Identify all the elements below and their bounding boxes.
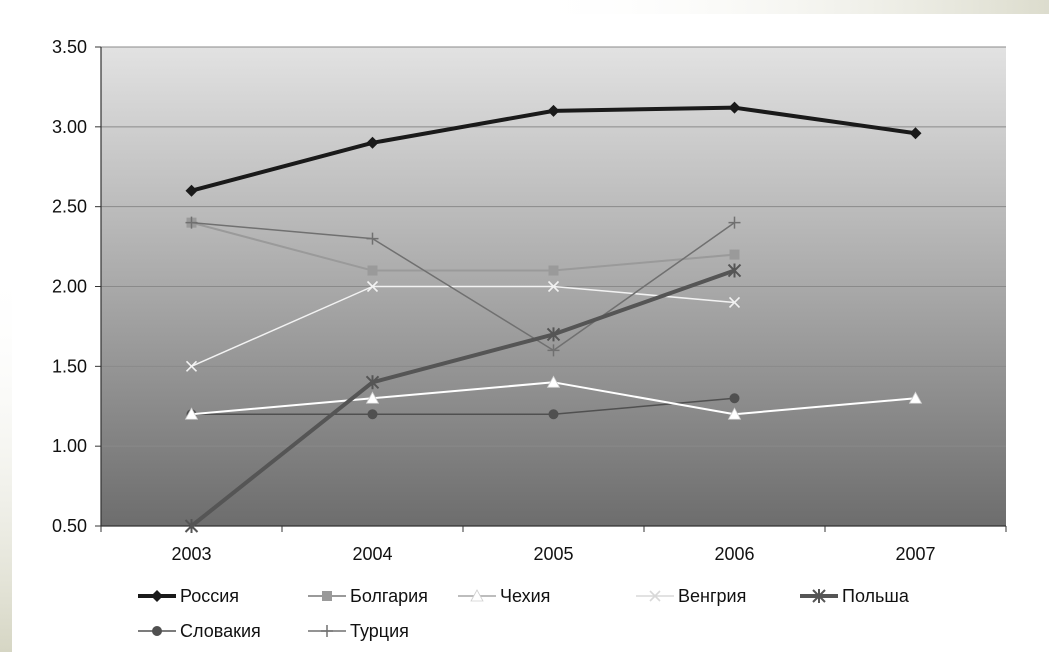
series-6-point: [729, 393, 740, 404]
y-tick-labels: 0.50 1.00 1.50 2.00 2.50 3.00 3.50: [52, 37, 101, 536]
series-5-point: [184, 519, 199, 533]
series-2-point: [367, 265, 378, 276]
series-6-point: [367, 409, 378, 420]
x-tick-label: 2006: [714, 544, 754, 564]
legend-item: Болгария: [308, 586, 428, 606]
legend-item: Польша: [800, 586, 910, 606]
series-4-point: [728, 296, 741, 309]
series-6-line: [191, 397, 735, 415]
legend-label: Россия: [180, 586, 239, 606]
series-5-point: [727, 263, 742, 278]
x-tick-label: 2007: [895, 544, 935, 564]
legend: Россия Болгария Чехия Венгрия Польша Словакия…: [138, 586, 910, 641]
top-decor-bar: [520, 0, 1049, 14]
series-4-line: [191, 285, 735, 368]
series-4-point: [366, 280, 379, 293]
y-tick-label: 1.50: [52, 356, 87, 376]
series-4-point: [185, 360, 198, 372]
legend-label: Чехия: [500, 586, 550, 606]
x-tick-labels: 2003 2004 2005 2006 2007: [100, 526, 1007, 564]
series-1-point: [185, 184, 198, 197]
series-7-line: [191, 221, 735, 352]
x-tick-label: 2005: [533, 544, 573, 564]
series-3-point: [184, 407, 199, 420]
series-3-point: [727, 407, 742, 420]
legend-marker: [151, 590, 163, 602]
y-tick-label: 3.50: [52, 37, 87, 57]
series-2-point: [729, 249, 740, 260]
legend-marker: [321, 625, 333, 637]
y-tick-label: 0.50: [52, 516, 87, 536]
left-decor-bar: [0, 260, 12, 652]
series-3-point: [546, 375, 561, 388]
legend-label: Польша: [842, 586, 910, 606]
legend-item: Россия: [138, 586, 239, 606]
legend-item: Чехия: [458, 586, 550, 606]
legend-marker: [649, 590, 661, 602]
legend-marker: [152, 626, 162, 636]
series-7-point: [366, 232, 379, 245]
legend-item: Словакия: [138, 621, 261, 641]
legend-marker: [812, 589, 826, 603]
series-7-point: [185, 216, 198, 229]
x-tick-label: 2003: [171, 544, 211, 564]
legend-label: Словакия: [180, 621, 261, 641]
legend-item: Венгрия: [636, 586, 746, 606]
legend-item: Турция: [308, 621, 409, 641]
legend-label: Венгрия: [678, 586, 746, 606]
series-4-point: [547, 280, 560, 293]
series-3-point: [365, 391, 380, 404]
series-1-point: [909, 127, 922, 140]
series-layer: [184, 101, 923, 533]
series-2-point: [548, 265, 559, 276]
series-2-line: [191, 221, 735, 272]
y-tick-label: 2.00: [52, 277, 87, 297]
y-tick-label: 1.00: [52, 436, 87, 456]
series-7-point: [547, 344, 560, 357]
y-tick-label: 3.00: [52, 117, 87, 137]
y-tick-label: 2.50: [52, 197, 87, 217]
legend-marker: [470, 589, 484, 602]
series-3-point: [908, 391, 923, 404]
series-1-point: [728, 101, 741, 114]
series-1-point: [547, 104, 560, 117]
legend-marker: [322, 591, 332, 601]
legend-label: Турция: [350, 621, 409, 641]
series-7-point: [728, 216, 741, 229]
series-5-line: [190, 268, 736, 528]
series-5-point: [546, 327, 561, 342]
series-1-point: [366, 136, 379, 149]
series-5-point: [365, 375, 380, 390]
legend-label: Болгария: [350, 586, 428, 606]
x-tick-label: 2004: [352, 544, 392, 564]
series-6-point: [548, 409, 559, 420]
